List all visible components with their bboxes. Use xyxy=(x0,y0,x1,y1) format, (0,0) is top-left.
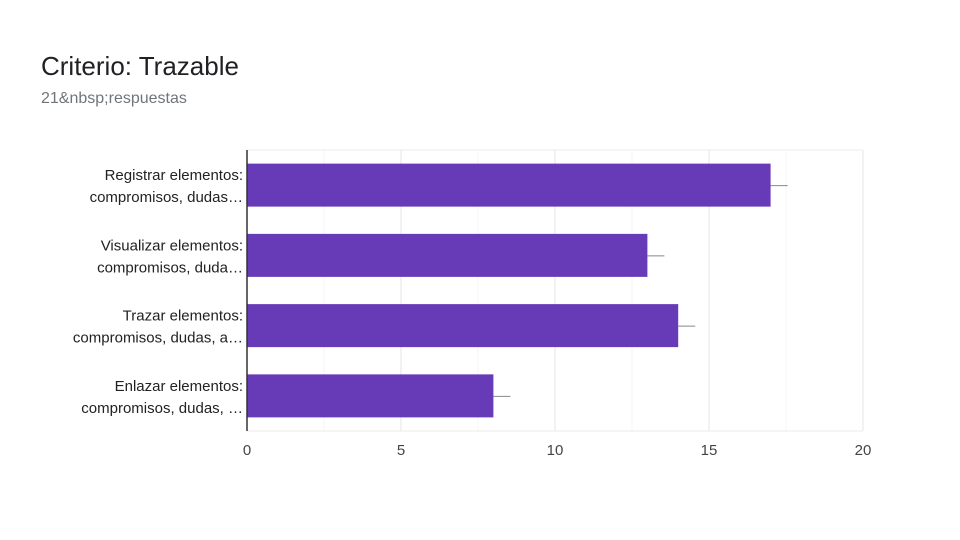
category-label: compromisos, duda… xyxy=(97,259,243,276)
category-label: Enlazar elementos: xyxy=(115,378,243,395)
chart-title: Criterio: Trazable xyxy=(41,51,239,81)
category-labels: Registrar elementos: compromisos, dudas… V… xyxy=(73,167,243,417)
category-label: compromisos, dudas, a… xyxy=(73,330,243,347)
bar xyxy=(247,163,771,207)
x-tick-label: 15 xyxy=(701,442,718,459)
x-tick-label: 5 xyxy=(397,442,405,459)
x-tick-label: 10 xyxy=(547,442,564,459)
response-count: 21&nbsp;respuestas xyxy=(41,90,187,107)
bar xyxy=(247,304,679,348)
x-tick-label: 0 xyxy=(243,442,251,459)
bar xyxy=(247,233,648,277)
category-label: Trazar elementos: xyxy=(123,308,243,325)
x-axis-ticks: 0 5 10 15 20 xyxy=(243,150,872,459)
x-tick-label: 20 xyxy=(855,442,872,459)
category-label: Registrar elementos: xyxy=(105,167,243,184)
grid xyxy=(247,149,864,432)
category-label: compromisos, dudas, … xyxy=(81,400,243,417)
bars xyxy=(247,163,788,418)
category-label: compromisos, dudas… xyxy=(90,189,243,206)
bar xyxy=(247,374,494,418)
category-label: Visualizar elementos: xyxy=(101,237,243,254)
